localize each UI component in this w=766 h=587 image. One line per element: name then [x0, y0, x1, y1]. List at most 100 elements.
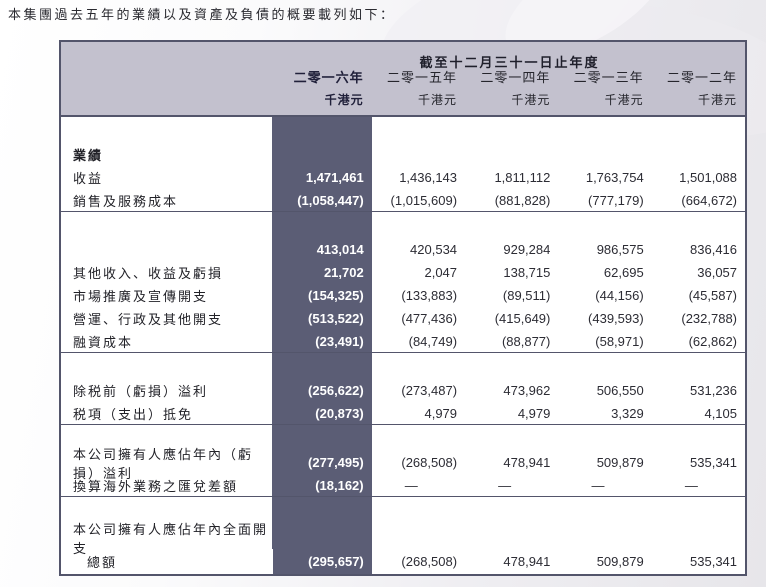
cell-value-current-year: (23,491) [272, 330, 372, 352]
cell-value: — [591, 477, 605, 493]
row-label: 本公司擁有人應佔年內全面開支 [73, 521, 269, 556]
unit-label: 千港元 [417, 93, 457, 107]
unit-label: 千港元 [604, 93, 644, 107]
cell-value: 535,341 [690, 455, 738, 470]
cell-value: (477,436) [401, 311, 458, 326]
cell-value: — [684, 477, 698, 493]
year-label: 二零一三年 [573, 70, 644, 85]
cell-value: 4,979 [424, 405, 458, 421]
row-label: 換算海外業務之匯兌差額 [73, 478, 239, 494]
cell-value-current-year [272, 526, 372, 549]
cell-value-current-year: 1,471,461 [272, 166, 372, 189]
cell-value: 473,962 [503, 383, 551, 398]
cell-value [465, 526, 558, 549]
row-label: 其他收入、收益及虧損 [73, 266, 224, 281]
cell-value [558, 526, 651, 549]
section-header-row: 業績 [61, 143, 745, 166]
cell-value: 509,879 [596, 455, 644, 470]
row-label: 除税前（虧損）溢利 [73, 384, 209, 399]
column-header-2016: 二零一六年 千港元 [272, 67, 371, 108]
row-label [61, 117, 272, 143]
cell-value [558, 353, 651, 379]
cell-value: — [404, 477, 418, 493]
year-label: 二零一五年 [386, 70, 457, 85]
cell-value: (232,788) [681, 311, 738, 326]
table-row: 融資成本 (23,491) (84,749) (88,877) (58,971) (62,… [61, 330, 745, 353]
row-label: 税項（支出）抵免 [73, 406, 194, 422]
table-row: 營運、行政及其他開支 (513,522) (477,436) (415,649) (43… [61, 307, 745, 330]
cell-value: (45,587) [688, 288, 738, 303]
spacer-row [61, 117, 745, 143]
cell-value: (133,883) [401, 288, 458, 303]
table-row: 税項（支出）抵免 (20,873) 4,979 4,979 3,329 4,105 [61, 402, 745, 425]
table-row: 其他收入、收益及虧損 21,702 2,047 138,715 62,695 36,057 [61, 261, 745, 284]
cell-value: 1,501,088 [679, 170, 738, 185]
cell-value [558, 143, 651, 166]
table-row: 除税前（虧損）溢利 (256,622) (273,487) 473,962 506,55… [61, 379, 745, 402]
row-label [61, 238, 272, 261]
cell-value [465, 497, 558, 526]
table-row: 本公司擁有人應佔年內（虧損）溢利 (277,495) (268,508) 478,94… [61, 447, 745, 481]
row-label: 銷售及服務成本 [73, 193, 179, 209]
cell-value [372, 526, 465, 549]
row-label: 融資成本 [73, 334, 134, 350]
cell-value-current-year [272, 497, 372, 526]
table-row: 市場推廣及宣傳開支 (154,325) (133,883) (89,511) (44,1… [61, 284, 745, 307]
spacer-row [61, 212, 745, 238]
cell-value [372, 353, 465, 379]
row-label: 市場推廣及宣傳開支 [73, 289, 209, 304]
unit-label: 千港元 [511, 93, 551, 107]
cell-value [558, 117, 651, 143]
cell-value [652, 117, 745, 143]
cell-value: (268,508) [401, 455, 458, 470]
cell-value: (273,487) [401, 383, 458, 398]
row-label: 業績 [73, 148, 104, 163]
cell-value-current-year: (256,622) [272, 379, 372, 402]
cell-value: (89,511) [502, 288, 551, 303]
cell-value: 2,047 [424, 265, 458, 280]
column-header-2013: 二零一三年 千港元 [558, 67, 651, 108]
cell-value: 986,575 [596, 242, 644, 257]
cell-value [465, 425, 558, 451]
cell-value: 36,057 [697, 265, 738, 280]
table-row: 銷售及服務成本 (1,058,447) (1,015,609) (881,828) (7… [61, 189, 745, 212]
cell-value: (664,672) [681, 192, 738, 208]
cell-value [652, 425, 745, 451]
row-label [61, 212, 272, 238]
row-label [61, 353, 272, 379]
cell-value: — [498, 477, 512, 493]
year-label: 二零一四年 [480, 70, 551, 85]
cell-value-current-year: (277,495) [272, 451, 372, 474]
cell-value: 836,416 [690, 242, 738, 257]
five-year-financial-summary-table: 截至十二月三十一日止年度 二零一六年 千港元 二零一五年 千港元 二零一四年 千… [59, 40, 747, 576]
table-row: 總額 (295,657) (268,508) 478,941 509,879 535,34… [61, 549, 745, 574]
cell-value [465, 143, 558, 166]
cell-value-current-year: (513,522) [272, 307, 372, 330]
cell-value [652, 497, 745, 526]
cell-value-current-year: (18,162) [272, 474, 372, 496]
label-column-spacer [61, 67, 272, 108]
cell-value: 478,941 [503, 455, 551, 470]
cell-value: (84,749) [408, 333, 458, 349]
cell-value-current-year [272, 117, 372, 143]
column-header-2014: 二零一四年 千港元 [465, 67, 558, 108]
cell-value: (88,877) [501, 333, 551, 349]
cell-value: 506,550 [596, 383, 644, 398]
cell-value: 138,715 [503, 265, 551, 280]
cell-value: (1,015,609) [390, 192, 458, 208]
cell-value: 478,941 [503, 554, 551, 569]
row-label: 收益 [73, 171, 104, 186]
year-label: 二零一六年 [293, 70, 364, 85]
cell-value [465, 353, 558, 379]
unit-label: 千港元 [324, 93, 364, 107]
cell-value-current-year: (154,325) [272, 284, 372, 307]
cell-value: 535,341 [690, 554, 738, 569]
cell-value-current-year: (20,873) [272, 402, 372, 424]
cell-value: 531,236 [690, 383, 738, 398]
cell-value [372, 497, 465, 526]
cell-value [372, 117, 465, 143]
cell-value [652, 353, 745, 379]
cell-value: 4,979 [517, 405, 551, 421]
table-header: 截至十二月三十一日止年度 二零一六年 千港元 二零一五年 千港元 二零一四年 千… [61, 42, 745, 117]
